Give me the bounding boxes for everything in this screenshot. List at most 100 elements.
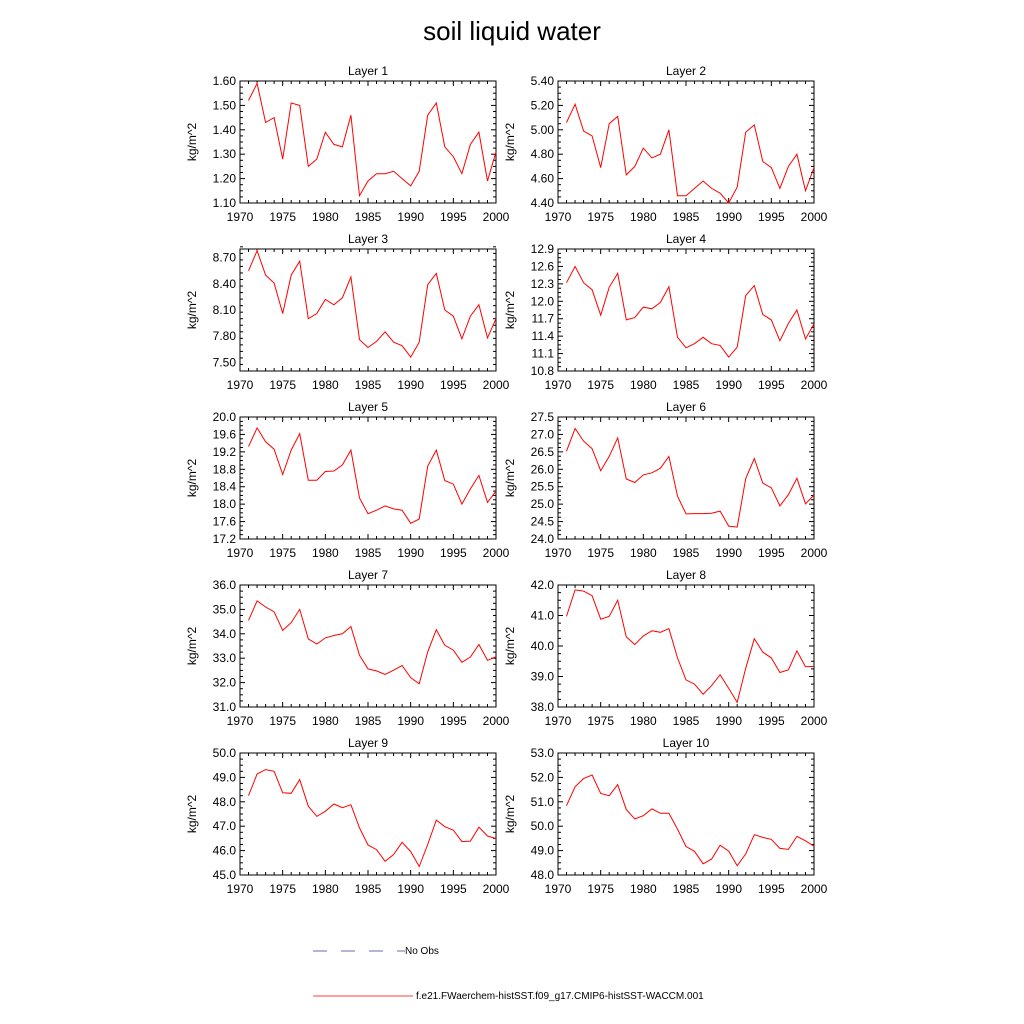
y-tick-label: 12.9: [531, 242, 555, 256]
x-tick-label: 1990: [715, 546, 742, 560]
x-tick-label: 1985: [355, 882, 382, 896]
panel-layer-4: Layer 4 kg/m^2 1970 1975 1980 1985 1990 1995 200…: [503, 232, 828, 392]
x-tick-label: 1980: [630, 210, 657, 224]
y-tick-label: 4.80: [531, 147, 555, 161]
series-line: [248, 769, 497, 868]
x-tick-label: 1980: [630, 882, 657, 896]
x-tick-label: 2000: [801, 210, 828, 224]
y-tick-label: 26.0: [531, 462, 555, 476]
series-line: [248, 81, 497, 198]
panel-layer-7: Layer 7 kg/m^2 1970 1975 1980 1985 1990 1995 200…: [185, 568, 510, 728]
x-tick-label: 1980: [630, 546, 657, 560]
y-tick-label: 24.0: [531, 532, 555, 546]
y-tick-label: 45.0: [213, 868, 237, 882]
y-tick-label: 52.0: [531, 770, 555, 784]
x-tick-label: 1995: [440, 546, 467, 560]
y-tick-label: 34.0: [213, 627, 237, 641]
y-tick-label: 36.0: [213, 578, 237, 592]
x-tick-label: 2000: [801, 546, 828, 560]
y-tick-label: 32.0: [213, 676, 237, 690]
y-axis-label: kg/m^2: [503, 459, 517, 498]
legend-label-no-obs: No Obs: [405, 946, 439, 957]
y-tick-label: 1.20: [213, 172, 237, 186]
y-tick-label: 5.20: [531, 98, 555, 112]
y-tick-label: 12.3: [531, 277, 555, 291]
y-tick-label: 18.0: [213, 497, 237, 511]
panel-title: Layer 9: [348, 736, 388, 750]
plot-frame: [557, 80, 815, 204]
panel-title: Layer 5: [348, 400, 388, 414]
x-tick-label: 1980: [312, 882, 339, 896]
y-tick-label: 47.0: [213, 819, 237, 833]
y-tick-label: 1.60: [213, 74, 237, 88]
y-axis-label: kg/m^2: [503, 291, 517, 330]
y-tick-label: 11.1: [532, 347, 555, 361]
x-tick-label: 1970: [227, 378, 254, 392]
y-tick-label: 1.40: [213, 123, 237, 137]
x-tick-label: 1985: [673, 882, 700, 896]
y-tick-label: 49.0: [213, 770, 237, 784]
y-tick-label: 24.5: [531, 515, 555, 529]
x-tick-label: 1975: [269, 546, 296, 560]
y-tick-label: 49.0: [531, 844, 555, 858]
x-tick-label: 1995: [758, 882, 785, 896]
series-line: [566, 774, 815, 867]
x-tick-label: 1990: [397, 882, 424, 896]
x-tick-label: 1990: [397, 378, 424, 392]
y-tick-label: 31.0: [213, 700, 237, 714]
x-tick-label: 1985: [673, 714, 700, 728]
panel-layer-6: Layer 6 kg/m^2 1970 1975 1980 1985 1990 1995 200…: [503, 400, 828, 560]
y-axis-label: kg/m^2: [185, 627, 199, 666]
x-tick-label: 1980: [312, 546, 339, 560]
y-axis-label: kg/m^2: [185, 795, 199, 834]
x-tick-label: 1985: [355, 546, 382, 560]
y-tick-label: 27.0: [531, 427, 555, 441]
y-tick-label: 27.5: [531, 410, 555, 424]
y-tick-label: 46.0: [213, 844, 237, 858]
x-tick-label: 1985: [673, 546, 700, 560]
y-tick-label: 38.0: [531, 700, 555, 714]
y-tick-label: 8.70: [213, 251, 237, 265]
x-tick-label: 1980: [630, 378, 657, 392]
x-tick-label: 1975: [587, 210, 614, 224]
panel-layer-2: Layer 2 kg/m^2 1970 1975 1980 1985 1990 1995 200…: [503, 64, 828, 224]
y-tick-label: 12.6: [531, 259, 555, 273]
panel-layer-3: Layer 3 kg/m^2 1970 1975 1980 1985 1990 1995 200…: [185, 232, 510, 392]
x-tick-label: 1970: [227, 546, 254, 560]
x-tick-label: 1975: [587, 882, 614, 896]
panel-title: Layer 10: [663, 736, 710, 750]
series-line: [248, 600, 497, 685]
y-tick-label: 51.0: [531, 795, 555, 809]
y-tick-label: 18.8: [213, 462, 237, 476]
y-tick-label: 1.50: [213, 98, 237, 112]
y-tick-label: 48.0: [531, 868, 555, 882]
x-tick-label: 1985: [673, 210, 700, 224]
y-tick-label: 8.40: [213, 277, 237, 291]
x-tick-label: 1995: [440, 378, 467, 392]
x-tick-label: 1970: [545, 882, 572, 896]
x-tick-label: 1990: [715, 714, 742, 728]
x-tick-label: 1985: [355, 714, 382, 728]
x-tick-label: 1970: [545, 210, 572, 224]
x-tick-label: 2000: [801, 378, 828, 392]
y-tick-label: 5.40: [531, 74, 555, 88]
y-tick-label: 7.80: [213, 329, 237, 343]
plot-frame: [557, 752, 815, 876]
panel-grid: Layer 1 kg/m^2 1970 1975 1980 1985 1990 1995 200…: [185, 64, 828, 896]
x-tick-label: 1995: [440, 882, 467, 896]
panel-title: Layer 4: [666, 232, 706, 246]
y-tick-label: 1.10: [213, 196, 237, 210]
y-tick-label: 35.0: [213, 602, 237, 616]
series-line: [566, 427, 815, 528]
y-tick-label: 25.0: [531, 497, 555, 511]
x-tick-label: 1970: [227, 714, 254, 728]
x-tick-label: 1975: [269, 210, 296, 224]
y-tick-label: 33.0: [213, 651, 237, 665]
series-line: [566, 265, 815, 358]
x-tick-label: 1975: [587, 546, 614, 560]
x-tick-label: 1975: [269, 882, 296, 896]
x-tick-label: 1970: [227, 882, 254, 896]
plot-frame: [557, 248, 815, 372]
panel-title: Layer 2: [666, 64, 706, 78]
